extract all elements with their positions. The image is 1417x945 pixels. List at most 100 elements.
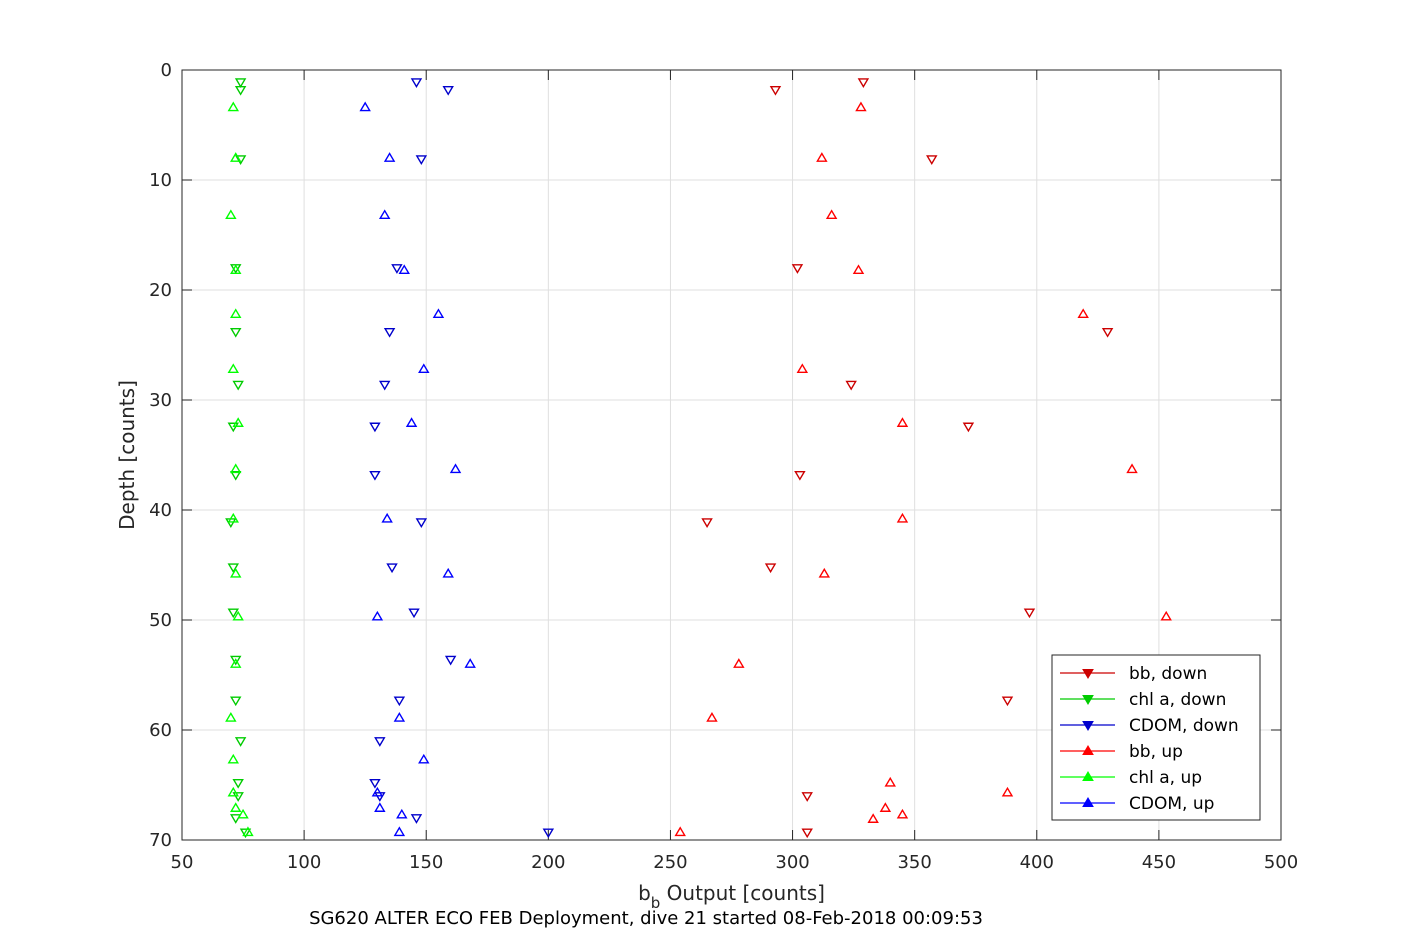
- legend-entry: CDOM, down: [1129, 716, 1239, 736]
- data-point: [845, 380, 857, 391]
- data-point: [393, 712, 406, 722]
- data-point: [884, 776, 896, 787]
- data-point: [239, 828, 252, 839]
- data-point: [405, 417, 418, 427]
- data-point: [227, 786, 240, 797]
- data-point: [1001, 786, 1014, 797]
- data-point: [227, 608, 240, 619]
- data-point: [415, 518, 428, 528]
- data-point: [432, 308, 445, 319]
- series-3: [674, 101, 1172, 837]
- y-tick-label: 0: [161, 60, 172, 81]
- data-point: [464, 658, 476, 668]
- legend-marker: [1082, 695, 1094, 705]
- data-point: [674, 826, 686, 837]
- data-markers: [225, 78, 1172, 839]
- data-point: [391, 264, 403, 274]
- data-point: [230, 696, 242, 707]
- data-point: [225, 209, 237, 220]
- data-point: [227, 422, 240, 433]
- data-point: [230, 655, 242, 666]
- data-point: [232, 380, 244, 391]
- data-point: [444, 655, 457, 666]
- data-point: [962, 422, 975, 433]
- data-point: [1023, 608, 1036, 619]
- data-point: [371, 610, 384, 621]
- data-point: [896, 808, 909, 819]
- data-point: [1126, 463, 1138, 474]
- data-point: [764, 563, 777, 574]
- data-point: [418, 363, 430, 374]
- data-point: [227, 101, 240, 112]
- data-point: [374, 737, 386, 747]
- data-point: [393, 696, 406, 707]
- x-tick-label: 250: [653, 852, 687, 873]
- data-point: [769, 85, 782, 96]
- data-point: [896, 512, 909, 523]
- data-point: [371, 786, 384, 797]
- data-point: [230, 152, 242, 162]
- data-point: [232, 417, 244, 427]
- data-point: [227, 563, 240, 574]
- data-point: [816, 152, 828, 162]
- y-tick-label: 50: [149, 610, 172, 631]
- data-point: [442, 85, 454, 96]
- x-tick-label: 450: [1142, 852, 1176, 873]
- data-point: [706, 712, 718, 722]
- legend-entry: CDOM, up: [1129, 794, 1214, 814]
- data-point: [234, 85, 247, 96]
- data-point: [234, 155, 247, 165]
- data-point: [415, 155, 428, 165]
- x-tick-label: 200: [531, 852, 565, 873]
- data-point: [242, 826, 254, 837]
- data-point: [374, 802, 386, 812]
- data-point: [230, 470, 242, 481]
- legend-marker: [1082, 797, 1094, 807]
- chart-title: SG620 ALTER ECO FEB Deployment, dive 21 …: [309, 908, 983, 929]
- x-tick-label: 400: [1020, 852, 1054, 873]
- legend-entry: chl a, up: [1129, 768, 1202, 788]
- data-point: [408, 608, 420, 619]
- x-tick-label: 300: [775, 852, 809, 873]
- data-point: [393, 826, 406, 837]
- series-2: [369, 78, 555, 839]
- x-tick-label: 50: [171, 852, 194, 873]
- legend-marker: [1082, 771, 1094, 781]
- legend-entry: bb, down: [1129, 664, 1207, 684]
- data-point: [378, 209, 391, 220]
- series-5: [359, 101, 476, 837]
- data-point: [852, 264, 865, 275]
- data-point: [410, 78, 423, 88]
- legend-marker: [1082, 745, 1094, 755]
- data-point: [369, 470, 381, 481]
- data-point: [386, 563, 398, 574]
- data-point: [801, 792, 813, 802]
- legend-marker: [1082, 721, 1094, 731]
- data-point: [227, 512, 240, 523]
- data-point: [733, 658, 745, 668]
- data-point: [926, 155, 938, 165]
- data-point: [701, 518, 713, 528]
- legend-entry: chl a, down: [1129, 690, 1226, 710]
- data-point: [230, 802, 242, 812]
- data-point: [378, 380, 391, 391]
- data-point: [1077, 308, 1089, 319]
- data-point: [867, 813, 879, 823]
- data-point: [383, 327, 396, 338]
- data-point: [230, 463, 242, 474]
- data-point: [796, 363, 809, 374]
- series-0: [701, 78, 1114, 839]
- data-point: [230, 814, 242, 824]
- data-point: [825, 209, 838, 220]
- data-point: [369, 778, 381, 789]
- x-tick-label: 500: [1264, 852, 1298, 873]
- y-tick-label: 70: [149, 830, 172, 851]
- data-point: [1101, 327, 1114, 338]
- x-tick-label: 150: [409, 852, 443, 873]
- y-tick-label: 30: [149, 390, 172, 411]
- data-point: [225, 712, 237, 722]
- data-point: [383, 152, 396, 162]
- data-point: [230, 308, 242, 319]
- y-axis-label: Depth [counts]: [115, 380, 139, 530]
